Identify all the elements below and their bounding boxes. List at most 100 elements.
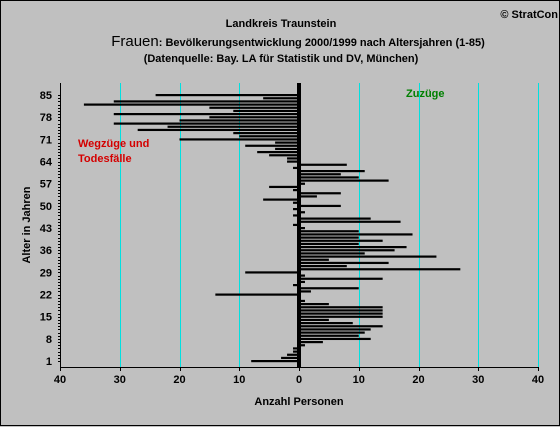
x-tick-label: 40	[54, 374, 66, 386]
bar-age-60	[299, 173, 341, 176]
bar-age-12	[299, 325, 383, 328]
bar-age-49	[293, 208, 299, 211]
bar-age-36	[299, 249, 395, 252]
bar-age-51	[293, 201, 299, 204]
y-tick-label: 78	[40, 112, 52, 124]
y-tick-label: 29	[40, 267, 52, 279]
bar-age-83	[113, 100, 300, 103]
bar-age-11	[299, 328, 371, 331]
bar-age-72	[239, 135, 299, 138]
bar-age-55	[293, 189, 299, 192]
chart-subtitle: (Datenquelle: Bay. LA für Statistik und …	[144, 53, 419, 65]
bar-age-42	[299, 230, 359, 233]
bar-age-65	[287, 157, 299, 160]
bar-age-64	[287, 160, 299, 163]
bar-age-68	[275, 147, 299, 151]
x-tick-label: 10	[233, 374, 245, 386]
bar-age-81	[209, 106, 299, 109]
chart-title-line2: Frauen: Bevölkerungsentwicklung 2000/199…	[111, 33, 485, 50]
bar-age-7	[299, 341, 323, 344]
y-tick-label: 15	[40, 312, 52, 324]
bar-age-77	[179, 119, 299, 122]
bar-age-24	[299, 287, 359, 290]
bar-age-14	[299, 318, 329, 322]
bar-age-62	[293, 166, 299, 170]
y-tick-label: 36	[40, 245, 52, 257]
bar-age-23	[299, 290, 311, 293]
bar-age-57	[299, 182, 305, 185]
copyright-label: © StratCon	[500, 9, 558, 21]
bar-age-15	[299, 315, 383, 318]
annotation-right: Zuzüge	[406, 88, 445, 100]
bar-age-47	[293, 214, 299, 217]
bar-age-43	[299, 227, 305, 230]
bar-age-71	[179, 138, 299, 141]
bar-age-41	[299, 233, 413, 236]
axes	[58, 83, 539, 371]
y-tick-label: 64	[40, 157, 53, 169]
bar-age-66	[269, 154, 299, 157]
bar-age-52	[263, 198, 299, 201]
chart-title-prefix: Frauen	[111, 33, 159, 50]
annotation-left-line2: Todesfälle	[78, 153, 132, 165]
bar-age-63	[299, 163, 347, 166]
bar-age-9	[299, 334, 359, 337]
bar-age-3	[287, 353, 299, 356]
bar-age-82	[83, 103, 300, 106]
y-tick-label: 8	[46, 334, 52, 346]
bar-age-78	[209, 116, 299, 119]
bar-age-75	[167, 125, 299, 128]
y-tick-label: 50	[40, 201, 52, 213]
y-tick-label: 57	[40, 179, 52, 191]
bar-age-46	[299, 217, 371, 220]
x-tick-label: 10	[353, 374, 365, 386]
bar-age-1	[251, 360, 299, 363]
x-tick-label: 40	[532, 374, 544, 386]
bar-age-40	[299, 236, 359, 239]
bar-age-18	[299, 306, 383, 309]
y-tick-label: 43	[40, 223, 52, 235]
x-axis-label: Anzahl Personen	[254, 396, 344, 408]
bar-age-10	[299, 331, 365, 334]
y-tick-label: 22	[40, 290, 52, 302]
bar-age-6	[299, 344, 305, 347]
bar-age-59	[299, 176, 359, 179]
x-tick-label: 20	[173, 374, 185, 386]
bar-age-20	[299, 299, 305, 303]
bar-age-45	[299, 220, 401, 223]
bar-age-73	[233, 132, 299, 135]
bar-age-53	[299, 195, 317, 198]
bar-age-37	[299, 246, 407, 249]
bar-age-8	[299, 337, 371, 341]
zero-axis-line	[297, 83, 301, 367]
bar-age-54	[299, 192, 341, 195]
bar-age-39	[299, 239, 383, 242]
bar-age-33	[299, 258, 329, 261]
y-axis-label: Alter in Jahren	[21, 186, 33, 263]
bar-age-28	[299, 274, 305, 277]
x-tick-label: 30	[472, 374, 484, 386]
chart-title: Landkreis Traunstein	[226, 18, 337, 30]
bar-age-30	[299, 268, 461, 271]
bar-age-48	[299, 211, 305, 214]
annotation-left-line1: Wegzüge und	[78, 138, 149, 150]
bar-age-44	[293, 223, 299, 227]
y-tick-label: 71	[40, 134, 52, 146]
bar-age-34	[299, 255, 437, 258]
bar-age-58	[299, 179, 389, 182]
bar-age-76	[113, 122, 300, 125]
bar-age-13	[299, 322, 353, 325]
bar-age-35	[299, 252, 365, 255]
bar-age-16	[299, 312, 383, 315]
bar-age-67	[257, 151, 299, 154]
bar-age-5	[293, 347, 299, 350]
bar-age-80	[233, 109, 299, 113]
bar-age-32	[299, 261, 389, 265]
x-tick-label: 20	[412, 374, 424, 386]
bar-age-27	[299, 277, 383, 280]
bar-age-4	[293, 350, 299, 353]
grid-lines	[120, 83, 539, 367]
bar-age-29	[245, 271, 299, 274]
